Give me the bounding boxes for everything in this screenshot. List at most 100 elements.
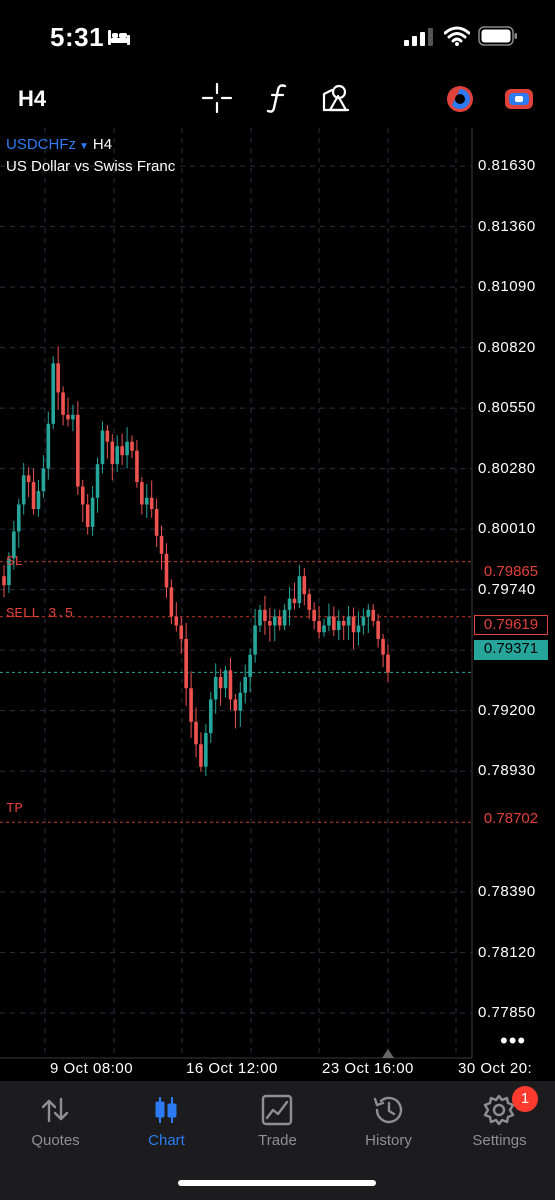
candle-body — [297, 576, 302, 604]
tp-price-label: 0.78702 — [474, 810, 548, 830]
timeframe-selector[interactable]: H4 — [18, 86, 47, 111]
chart-canvas[interactable] — [0, 128, 555, 1080]
price-axis-label: 0.80550 — [478, 399, 536, 417]
tab-quotes[interactable]: Quotes — [0, 1081, 111, 1161]
symbol-selector[interactable]: USDCHFz — [6, 136, 76, 153]
candle-body — [292, 598, 297, 604]
candle-body — [371, 609, 376, 622]
candle-body — [174, 616, 179, 626]
date-label-3: 23 Oct 16:00 — [322, 1060, 414, 1077]
candle-body — [356, 625, 361, 633]
tab-history-label: History — [365, 1132, 412, 1149]
function-icon[interactable] — [264, 82, 292, 114]
candle-body — [36, 491, 41, 509]
candle-body — [312, 609, 316, 622]
price-axis-label: 0.77850 — [478, 1004, 536, 1022]
candle-body — [346, 616, 351, 626]
date-label-1: 9 Oct 08:00 — [50, 1060, 134, 1077]
candle-body — [204, 733, 208, 767]
price-chart[interactable]: USDCHFz ▼ H4 US Dollar vs Swiss Franc 0.81… — [0, 128, 555, 1080]
candle-body — [12, 531, 16, 559]
candle-body — [71, 414, 75, 420]
candle-body — [228, 670, 233, 700]
candle-body — [2, 576, 6, 586]
candle-body — [277, 616, 282, 626]
candle-body — [208, 699, 213, 734]
candle-body — [179, 625, 184, 639]
wifi-icon — [444, 26, 470, 46]
tab-chart[interactable]: Chart — [111, 1081, 222, 1161]
candle-body — [238, 692, 243, 711]
date-label-4: 30 Oct 20: — [458, 1060, 533, 1077]
symbol-description: US Dollar vs Swiss Franc — [6, 158, 176, 175]
crosshair-icon[interactable] — [201, 82, 233, 114]
tab-trade-label: Trade — [258, 1132, 297, 1149]
candle-body — [361, 616, 366, 626]
candle-body — [100, 430, 105, 465]
price-axis-label: 0.81630 — [478, 157, 536, 175]
sl-line-label[interactable]: SL — [6, 554, 23, 570]
candle-body — [164, 553, 169, 588]
candle-body — [125, 441, 129, 456]
candle-body — [76, 414, 80, 487]
candle-body — [120, 446, 124, 456]
candle-body — [189, 688, 193, 722]
candle-body — [149, 497, 154, 509]
objects-icon[interactable] — [320, 82, 352, 114]
ellipsis-icon[interactable]: ••• — [500, 1028, 527, 1053]
candle-body — [307, 594, 312, 610]
settings-icon — [483, 1094, 515, 1126]
candle-body — [322, 625, 326, 633]
candle-body — [341, 621, 346, 626]
color-scheme-icon[interactable] — [444, 84, 476, 114]
candle-body — [159, 535, 164, 554]
history-icon — [373, 1096, 403, 1124]
status-bar: 5:31 — [0, 0, 555, 70]
candle-body — [199, 744, 203, 767]
price-axis-label: 0.80280 — [478, 459, 536, 477]
current-price-label: 0.79371 — [474, 640, 548, 660]
candle-body — [90, 497, 95, 527]
candle-body — [253, 625, 257, 655]
sell-line-label[interactable]: SELL 3.5 — [6, 606, 74, 622]
tab-settings[interactable]: 1 Settings — [444, 1081, 555, 1161]
candle-body — [56, 363, 60, 393]
sell-price-label: 0.79619 — [474, 615, 548, 635]
shift-marker-icon — [382, 1049, 394, 1058]
candle-body — [233, 699, 238, 711]
candle-body — [144, 497, 149, 505]
home-indicator — [178, 1180, 376, 1186]
sl-price-label: 0.79865 — [483, 563, 539, 580]
candle-body — [218, 677, 223, 689]
candle-body — [21, 475, 26, 505]
candle-body — [135, 450, 139, 483]
tp-line-label[interactable]: TP — [6, 801, 23, 817]
price-axis-label: 0.78120 — [478, 943, 536, 961]
symbol-header: USDCHFz ▼ H4 — [6, 136, 112, 153]
candle-body — [31, 482, 36, 509]
candle-body — [287, 598, 292, 610]
price-axis-label: 0.80010 — [478, 520, 536, 538]
candle-body — [51, 363, 56, 424]
trading-toggle-icon[interactable] — [503, 84, 535, 114]
chart-toolbar: H4 — [0, 70, 555, 128]
price-axis-label: 0.78390 — [478, 883, 536, 901]
candle-body — [41, 468, 46, 492]
price-axis-label: 0.81090 — [478, 278, 536, 296]
candle-body — [26, 475, 31, 483]
candle-body — [7, 558, 11, 586]
price-axis-label: 0.79200 — [478, 701, 536, 719]
price-axis-label: 0.81360 — [478, 217, 536, 235]
price-axis-label: 0.80820 — [478, 338, 536, 356]
candle-body — [386, 654, 390, 673]
candle-body — [115, 446, 120, 465]
candle-body — [268, 621, 272, 626]
candle-body — [213, 677, 218, 700]
tab-history[interactable]: History — [333, 1081, 444, 1161]
caret-down-icon[interactable]: ▼ — [79, 141, 89, 152]
candle-body — [263, 609, 267, 622]
tab-trade[interactable]: Trade — [222, 1081, 333, 1161]
candle-body — [140, 482, 144, 505]
candle-body — [248, 654, 252, 678]
candle-body — [272, 616, 277, 626]
